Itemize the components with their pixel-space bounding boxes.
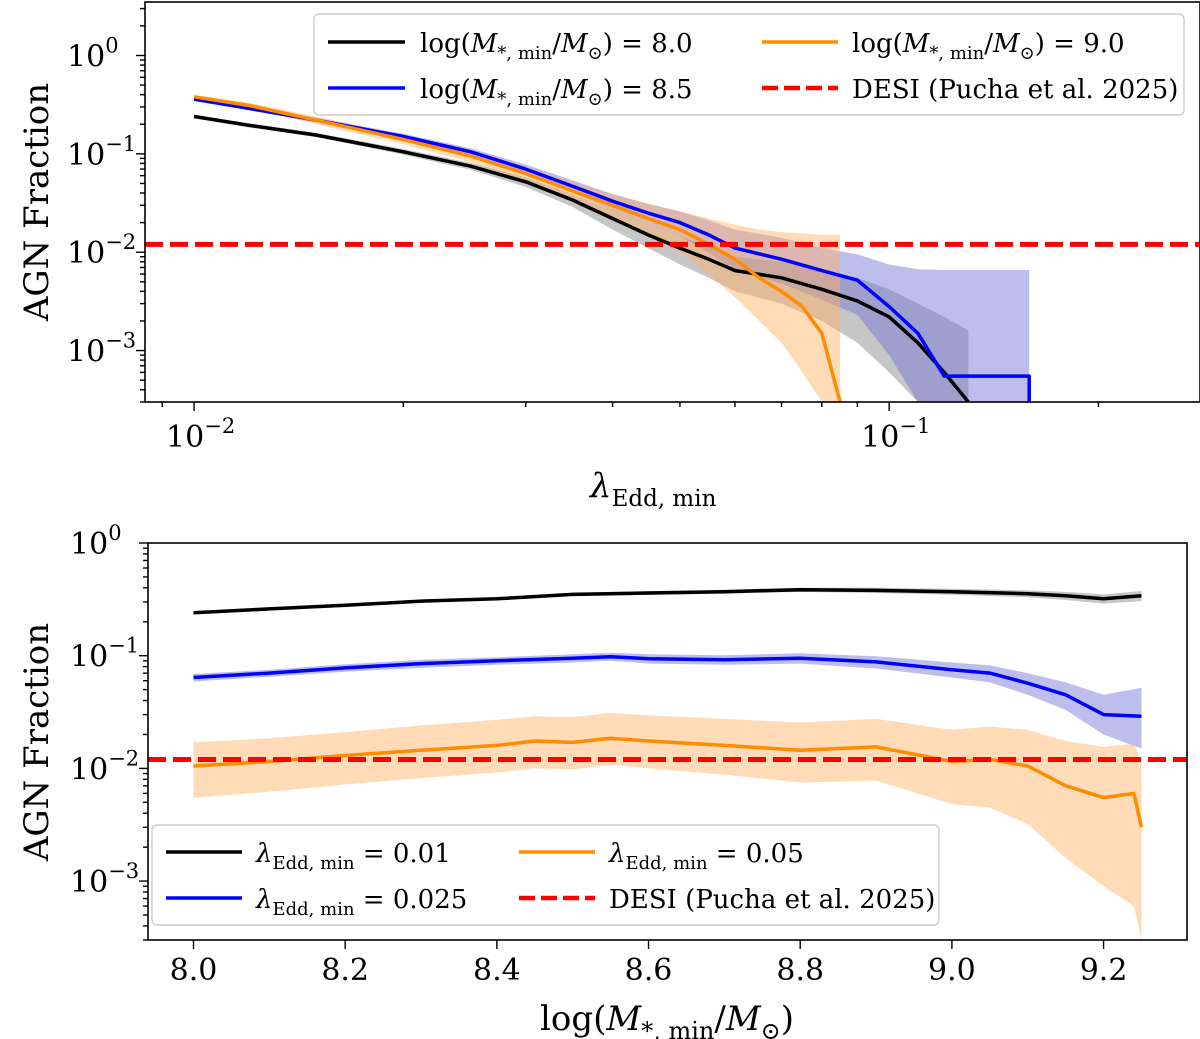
top-uncertainty-bands — [194, 94, 1030, 402]
bottom-x-ticks: 8.0 8.2 8.4 8.6 8.8 9.0 9.2 — [170, 940, 1128, 988]
bottom-legend-entry-0025: λEdd, min = 0.025 — [166, 885, 467, 920]
bottom-xtick-label: 8.8 — [776, 953, 824, 988]
bottom-ytick-label: 10−2 — [70, 746, 139, 787]
top-xtick-label: 10−1 — [861, 414, 930, 455]
top-legend-entry-8-5: log(M*, min/M⊙) = 8.5 — [328, 75, 693, 110]
top-series-line-0 — [193, 114, 970, 402]
top-legend-label-8-0: log(M*, min/M⊙) = 8.0 — [420, 29, 693, 64]
top-legend-box — [313, 13, 1185, 116]
bottom-legend-entry-desi: DESI (Pucha et al. 2025) — [519, 885, 935, 915]
top-ytick-label: 10−2 — [67, 230, 136, 271]
bottom-xtick-label: 9.0 — [928, 953, 976, 988]
bottom-xtick-label: 8.2 — [321, 953, 369, 988]
top-ytick-label: 10−3 — [67, 329, 136, 370]
bottom-series-line-0 — [193, 587, 1142, 615]
top-band-2 — [194, 94, 841, 402]
top-legend-entry-8-0: log(M*, min/M⊙) = 8.0 — [328, 29, 693, 64]
top-x-ticks: 10−2 10−1 — [161, 402, 1100, 455]
bottom-axes-frame — [147, 542, 1188, 941]
bottom-xtick-label: 8.4 — [473, 953, 521, 988]
bottom-xtick-label: 8.0 — [170, 953, 218, 988]
bottom-legend-label-005: λEdd, min = 0.05 — [608, 839, 804, 874]
bottom-x-axis-label: log(M*, min/M⊙) — [540, 999, 794, 1039]
top-axes-frame — [144, 1, 1200, 403]
bottom-y-ticks: 100 10−1 10−2 10−3 — [70, 521, 148, 941]
bottom-legend-label-desi: DESI (Pucha et al. 2025) — [609, 885, 935, 915]
bottom-legend-label-001: λEdd, min = 0.01 — [255, 839, 451, 874]
bottom-panel: 100 10−1 10−2 10−3 8.0 8.2 8.4 8.6 8.8 9.0 9.2 AG… — [17, 521, 1188, 1039]
bottom-ytick-label: 10−3 — [70, 859, 139, 900]
top-y-ticks: 100 10−1 10−2 10−3 — [67, 7, 145, 403]
top-legend-label-8-5: log(M*, min/M⊙) = 8.5 — [420, 75, 693, 110]
top-xtick-label: 10−2 — [166, 414, 235, 455]
top-band-1 — [194, 97, 1030, 402]
bottom-legend: λEdd, min = 0.01 λEdd, min = 0.025 λEdd,… — [151, 824, 940, 926]
top-series-line-2 — [193, 95, 842, 402]
top-series-line-1 — [193, 97, 1031, 402]
top-legend-entry-desi: DESI (Pucha et al. 2025) — [762, 75, 1178, 105]
bottom-legend-entry-005: λEdd, min = 0.05 — [519, 839, 804, 874]
bottom-legend-box — [151, 824, 940, 926]
bottom-band-2 — [193, 713, 1142, 940]
top-legend-entry-9-0: log(M*, min/M⊙) = 9.0 — [762, 29, 1125, 64]
top-ytick-label: 10−1 — [67, 132, 136, 173]
bottom-y-axis-label: AGN Fraction — [17, 623, 57, 862]
top-ytick-label: 100 — [67, 34, 119, 75]
top-legend-label-desi: DESI (Pucha et al. 2025) — [852, 75, 1178, 105]
top-legend-label-9-0: log(M*, min/M⊙) = 9.0 — [852, 29, 1125, 64]
bottom-series-line-1 — [193, 654, 1142, 719]
bottom-legend-label-0025: λEdd, min = 0.025 — [255, 885, 467, 920]
top-x-axis-label: λEdd, min — [588, 466, 717, 512]
bottom-ytick-label: 100 — [70, 521, 122, 562]
top-y-axis-label: AGN Fraction — [17, 83, 57, 322]
top-band-0 — [194, 114, 969, 402]
top-legend: log(M*, min/M⊙) = 8.0 log(M*, min/M⊙) = … — [313, 13, 1185, 116]
bottom-xtick-label: 9.2 — [1080, 953, 1128, 988]
bottom-series-lines — [193, 587, 1144, 828]
bottom-ytick-label: 10−1 — [70, 634, 139, 675]
top-panel: 100 10−1 10−2 10−3 10−2 10−1 AGN Fraction λE… — [17, 1, 1200, 512]
bottom-legend-entry-001: λEdd, min = 0.01 — [166, 839, 451, 874]
bottom-xtick-label: 8.6 — [625, 953, 673, 988]
bottom-series-line-2 — [193, 736, 1144, 828]
top-series-lines — [193, 95, 1031, 402]
